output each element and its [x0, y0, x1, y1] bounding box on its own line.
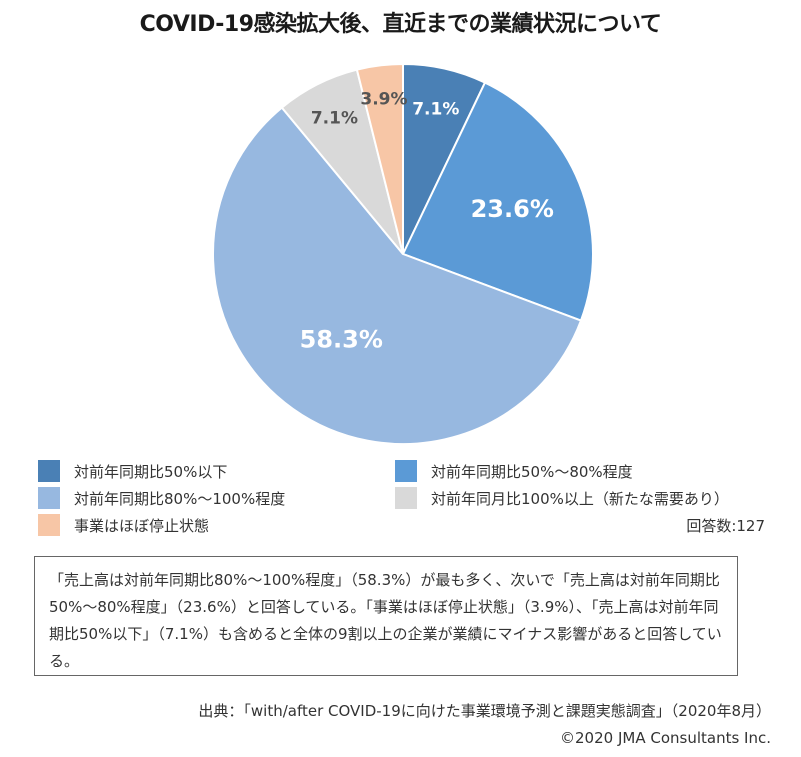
legend-label: 対前年同期比80%〜100%程度 — [74, 489, 286, 508]
legend-item-under-50: 対前年同期比50%以下 — [38, 460, 227, 482]
legend-label: 対前年同期比50%〜80%程度 — [431, 462, 633, 481]
pie-slice — [401, 81, 594, 322]
slice-value-label: 58.3% — [300, 326, 383, 354]
legend-label: 対前年同期比50%以下 — [74, 462, 228, 481]
source-line: 出典：「with/after COVID-19に向けた事業環境予測と課題実態調査… — [198, 702, 771, 720]
summary-text: 「売上高は対前年同期比80%〜100%程度」（58.3%）が最も多く、次いで「売… — [49, 571, 722, 670]
slice-value-label: 3.9% — [360, 89, 407, 109]
legend-item-stopped: 事業はほぼ停止状態 — [38, 514, 209, 536]
legend-label: 事業はほぼ停止状態 — [74, 516, 210, 535]
copyright: ©2020 JMA Consultants Inc. — [560, 729, 771, 747]
legend-item-50-80: 対前年同期比50%〜80%程度 — [395, 460, 633, 482]
slice-value-label: 7.1% — [412, 99, 459, 119]
slice-value-label: 23.6% — [471, 195, 554, 223]
respondent-count: 回答数:127 — [686, 517, 765, 535]
legend-item-over-100: 対前年同月比100%以上（新たな需要あり） — [395, 487, 729, 509]
legend-item-80-100: 対前年同期比80%〜100%程度 — [38, 487, 285, 509]
chart-title: COVID-19感染拡大後、直近までの業績状況について — [139, 12, 662, 37]
pie-chart: 7.1% 23.6% 58.3% 7.1%3.9% — [212, 62, 594, 445]
legend-label: 対前年同月比100%以上（新たな需要あり） — [431, 489, 729, 508]
legend-swatch — [395, 487, 417, 509]
legend-swatch — [395, 460, 417, 482]
pie-slice — [355, 62, 404, 255]
legend-swatch — [38, 460, 60, 482]
source-block: 出典：「with/after COVID-19に向けた事業環境予測と課題実態調査… — [198, 698, 771, 752]
pie-slice — [212, 106, 583, 445]
legend-swatch — [38, 514, 60, 536]
slice-value-label: 7.1% — [311, 108, 358, 128]
legend-swatch — [38, 487, 60, 509]
summary-box: 「売上高は対前年同期比80%〜100%程度」（58.3%）が最も多く、次いで「売… — [34, 556, 738, 676]
